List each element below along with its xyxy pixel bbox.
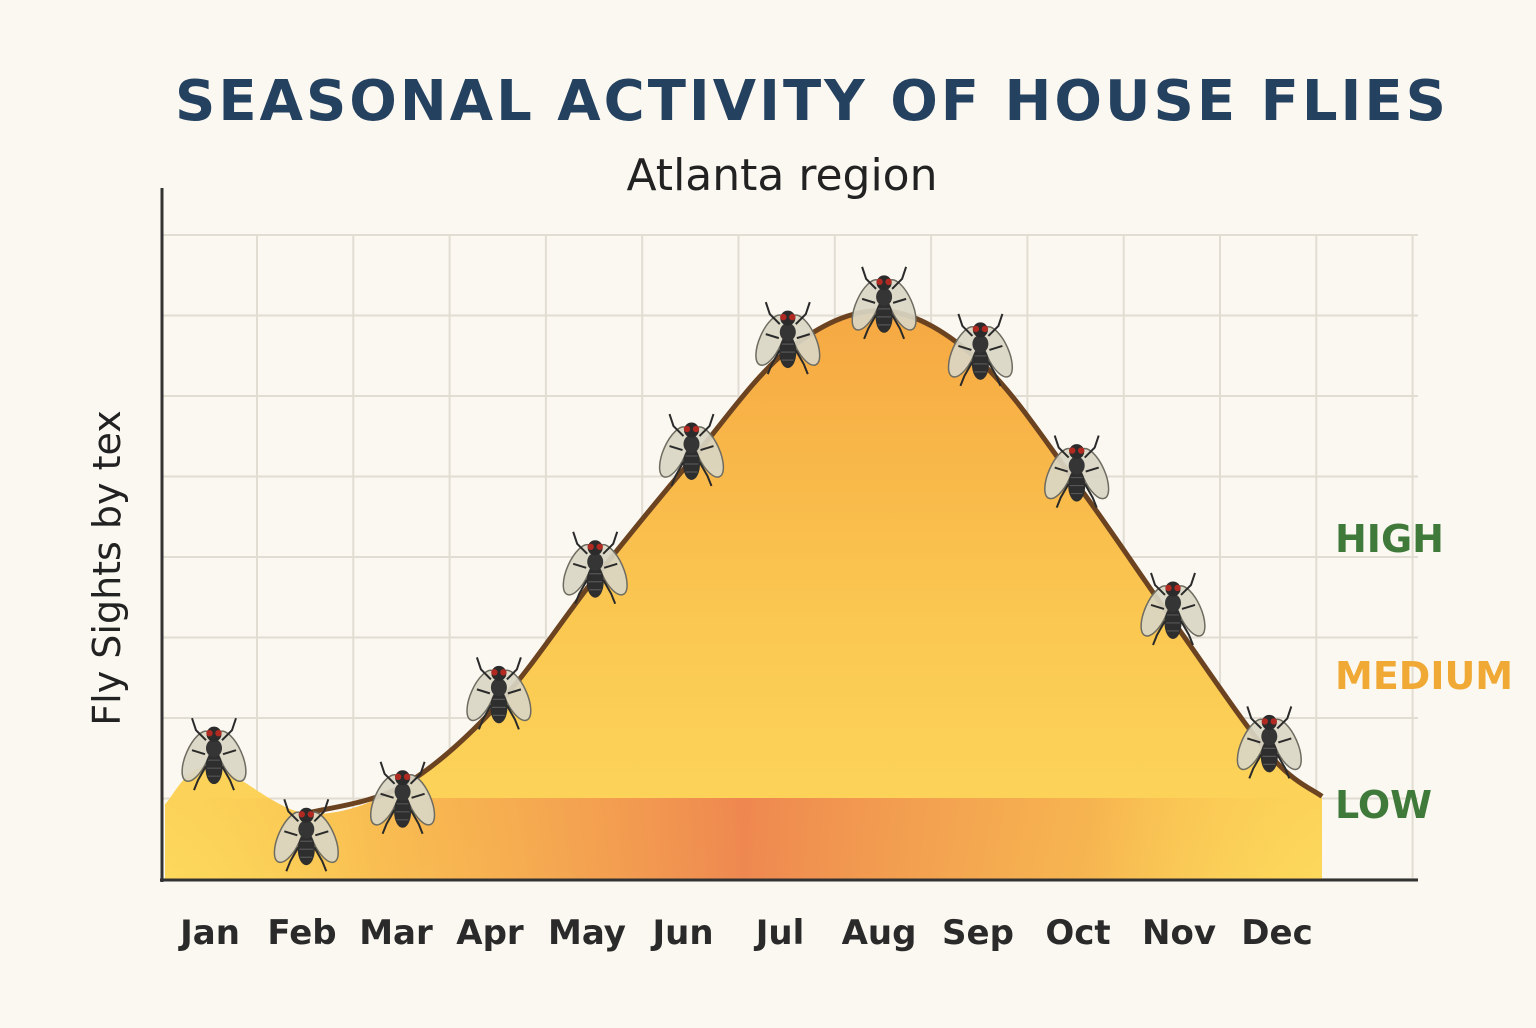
low-activity-band (165, 798, 1322, 880)
activity-level-labels: HIGH MEDIUM LOW (1335, 517, 1513, 827)
x-tick-labels: Jan Feb Mar Apr May Jun Jul Aug Sep Oct Nov Dec (178, 913, 1313, 953)
axes (160, 188, 1418, 882)
level-label-low: LOW (1335, 783, 1432, 827)
level-label-high: HIGH (1335, 517, 1444, 561)
x-tick-label: May (548, 913, 626, 953)
fly-icon (845, 265, 924, 340)
x-tick-label: Apr (456, 913, 524, 953)
x-tick-label: Mar (359, 913, 433, 953)
x-tick-label: Feb (267, 913, 336, 953)
x-tick-label: Jun (650, 913, 713, 953)
area-fill (165, 310, 1322, 880)
x-tick-label: Nov (1142, 913, 1216, 953)
x-tick-label: Jul (754, 913, 805, 953)
x-tick-label: Jan (178, 913, 240, 953)
x-tick-label: Oct (1045, 913, 1110, 953)
x-tick-label: Aug (842, 913, 917, 953)
y-axis-label: Fly Sights by tex (85, 410, 129, 725)
x-tick-label: Dec (1241, 913, 1312, 953)
fly-icon (748, 301, 827, 376)
fly-icon (174, 717, 254, 792)
chart-title: SEASONAL ACTIVITY OF HOUSE FLIES (175, 69, 1449, 134)
fly-icon (941, 312, 1020, 387)
x-tick-label: Sep (942, 913, 1014, 953)
level-label-medium: MEDIUM (1335, 654, 1513, 698)
chart-subtitle: Atlanta region (626, 150, 937, 201)
